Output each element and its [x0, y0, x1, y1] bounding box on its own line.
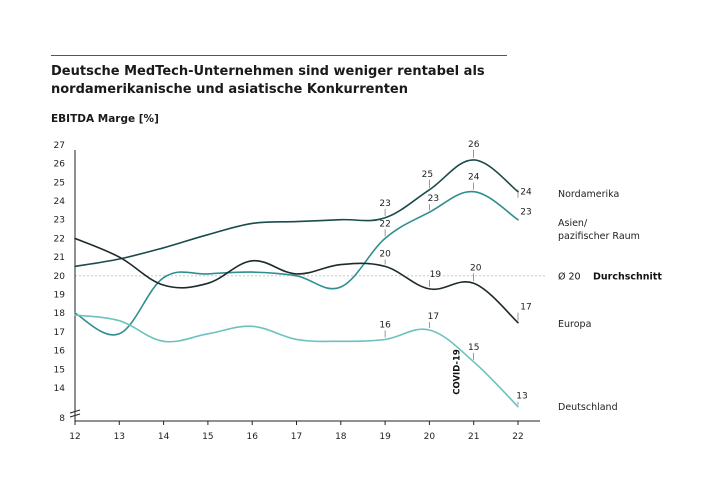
series-label-deutschland: Deutschland: [558, 402, 618, 413]
y-axis-label: EBITDA Marge [%]: [51, 113, 159, 125]
data-label-nordamerika-20: 25: [422, 170, 433, 180]
average-text-label: Durchschnitt: [593, 271, 662, 282]
y-tick-label-15: 15: [54, 365, 65, 375]
y-tick-label-19: 19: [54, 291, 66, 301]
x-tick-label-18: 18: [335, 432, 347, 442]
series-line-deutschland: [74, 314, 519, 408]
series-label-asien-pazifischer-raum-line-1: Asien/: [558, 218, 588, 229]
data-label-asien-pazifischer-raum-22: 23: [520, 208, 531, 218]
y-tick-label-22: 22: [54, 234, 65, 244]
axis-break-mark-2: [69, 413, 81, 418]
chart-title: Deutsche MedTech-Unternehmen sind wenige…: [51, 63, 611, 99]
x-tick-label-17: 17: [291, 432, 302, 442]
average-group: Ø 20 Durchschnitt: [75, 271, 662, 282]
series-group: [74, 159, 519, 408]
y-tick-label-8: 8: [59, 414, 65, 424]
data-label-europa-21: 20: [470, 263, 482, 273]
data-label-europa-19: 20: [379, 249, 391, 259]
x-tick-label-13: 13: [114, 432, 125, 442]
data-label-deutschland-22: 13: [516, 392, 527, 402]
data-label-nordamerika-22: 24: [520, 188, 532, 198]
x-tick-label-12: 12: [69, 432, 80, 442]
y-tick-label-20: 20: [54, 272, 66, 282]
chart-title-line-2: nordamerikanische und asiatische Konkurr…: [51, 82, 408, 97]
x-tick-label-14: 14: [158, 432, 170, 442]
series-line-asien-pazifischer-raum: [74, 190, 519, 336]
data-label-deutschland-20: 17: [428, 312, 439, 322]
y-tick-label-23: 23: [54, 216, 65, 226]
average-value-label: Ø 20: [558, 271, 581, 282]
series-line-nordamerika: [74, 159, 519, 268]
covid-annotation: COVID-19: [453, 349, 463, 395]
x-tick-label-16: 16: [246, 432, 258, 442]
data-label-asien-pazifischer-raum-20: 23: [428, 194, 439, 204]
y-tick-label-21: 21: [54, 253, 65, 263]
y-tick-label-18: 18: [54, 309, 66, 319]
chart-title-line-1: Deutsche MedTech-Unternehmen sind wenige…: [51, 64, 485, 79]
y-tick-label-24: 24: [54, 197, 66, 207]
y-tick-label-27: 27: [54, 141, 65, 151]
series-labels-group: Nordamerika Asien/pazifischer Raum Europa D…: [558, 189, 640, 413]
data-label-nordamerika-21: 26: [468, 140, 480, 150]
axes-group: 8 14 15 16 17 18 19 20 21 22 23 24 25 26 27 12 13 14 15 16 1…: [54, 141, 540, 442]
y-tick-label-25: 25: [54, 178, 65, 188]
y-tick-label-14: 14: [54, 384, 66, 394]
x-tick-label-15: 15: [202, 432, 213, 442]
series-line-europa: [74, 237, 519, 324]
series-label-nordamerika: Nordamerika: [558, 189, 619, 200]
y-tick-label-16: 16: [54, 347, 66, 357]
data-label-deutschland-19: 16: [379, 320, 391, 330]
x-tick-label-20: 20: [424, 432, 436, 442]
series-label-europa: Europa: [558, 319, 591, 330]
x-tick-label-21: 21: [468, 432, 479, 442]
top-rule: [51, 55, 507, 56]
data-label-asien-pazifischer-raum-21: 24: [468, 173, 480, 183]
series-label-asien-pazifischer-raum-line-2: pazifischer Raum: [558, 231, 640, 242]
data-label-deutschland-21: 15: [468, 343, 479, 353]
data-label-europa-20: 19: [430, 270, 442, 280]
data-label-europa-22: 17: [520, 303, 531, 313]
x-tick-label-22: 22: [512, 432, 523, 442]
data-labels-group: 23 25 26 24 22 23 24 23 20 19 20 17 16 17 15 13 COVID-19: [379, 140, 532, 405]
y-tick-label-17: 17: [54, 328, 65, 338]
data-label-asien-pazifischer-raum-19: 22: [379, 219, 390, 229]
axis-break-mark-1: [69, 409, 81, 414]
data-label-nordamerika-19: 23: [379, 199, 390, 209]
x-tick-label-19: 19: [379, 432, 391, 442]
y-tick-label-26: 26: [54, 160, 66, 170]
